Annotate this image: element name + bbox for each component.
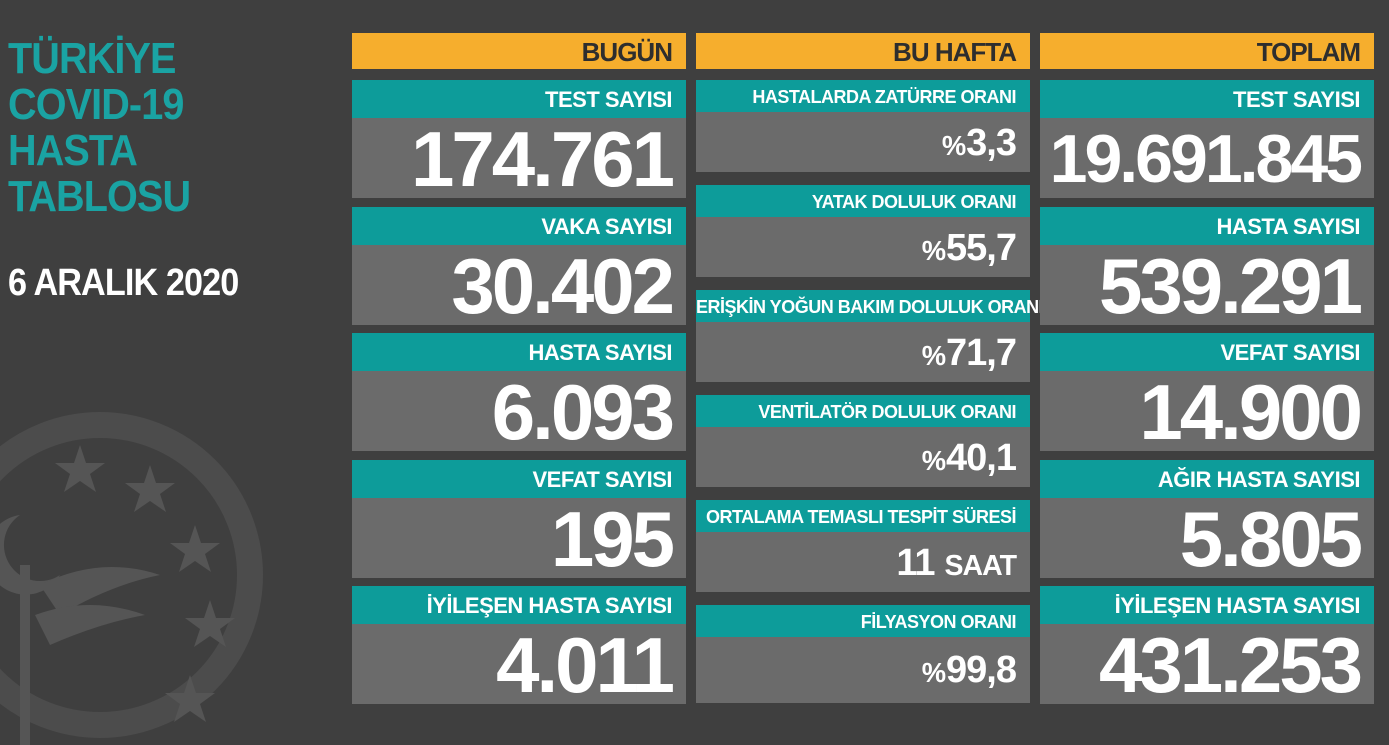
week-pneumonia-value: %3,3 <box>696 112 1030 172</box>
today-death-value: 195 <box>352 498 686 580</box>
week-card-bed: YATAK DOLULUK ORANI %55,7 <box>696 185 1030 277</box>
today-card-recovered: İYİLEŞEN HASTA SAYISI 4.011 <box>352 586 686 706</box>
today-death-label: VEFAT SAYISI <box>352 460 686 498</box>
week-column: BU HAFTA HASTALARDA ZATÜRRE ORANI %3,3 Y… <box>696 33 1044 703</box>
value-unit: SAAT <box>944 550 1017 582</box>
value-number: 99,8 <box>946 649 1017 691</box>
value-number: 55,7 <box>946 227 1017 269</box>
today-card-patient: HASTA SAYISI 6.093 <box>352 333 686 453</box>
total-card-test: TEST SAYISI 19.691.845 <box>1040 80 1374 198</box>
value-number: 11 <box>896 542 935 584</box>
value-number: 3,3 <box>966 122 1017 164</box>
total-test-value: 19.691.845 <box>1040 118 1374 198</box>
total-recovered-value: 431.253 <box>1040 624 1374 706</box>
title-line: HASTA <box>8 126 138 175</box>
total-card-recovered: İYİLEŞEN HASTA SAYISI 431.253 <box>1040 586 1374 706</box>
title-line: TÜRKİYE <box>8 34 176 83</box>
title-line: COVID-19 <box>8 80 184 129</box>
total-severe-label: AĞIR HASTA SAYISI <box>1040 460 1374 498</box>
page-title: TÜRKİYE COVID-19 HASTA TABLOSU <box>8 34 191 221</box>
today-header: BUGÜN <box>352 33 686 69</box>
percent-sign: % <box>921 445 946 476</box>
percent-sign: % <box>921 657 946 688</box>
today-test-value: 174.761 <box>352 118 686 200</box>
percent-sign: % <box>921 235 946 266</box>
week-ventilator-value: %40,1 <box>696 427 1030 487</box>
week-filiation-value: %99,8 <box>696 637 1030 703</box>
week-icu-value: %71,7 <box>696 322 1030 382</box>
total-test-label: TEST SAYISI <box>1040 80 1374 118</box>
today-case-value: 30.402 <box>352 245 686 327</box>
today-patient-value: 6.093 <box>352 371 686 453</box>
today-test-label: TEST SAYISI <box>352 80 686 118</box>
percent-sign: % <box>941 130 966 161</box>
ministry-of-health-emblem-icon <box>0 412 263 745</box>
title-line: TABLOSU <box>8 172 191 221</box>
week-bed-value: %55,7 <box>696 217 1030 277</box>
week-card-icu: ERİŞKİN YOĞUN BAKIM DOLULUK ORANI %71,7 <box>696 290 1044 382</box>
total-recovered-label: İYİLEŞEN HASTA SAYISI <box>1040 586 1374 624</box>
week-card-contact-time: ORTALAMA TEMASLI TESPİT SÜRESİ 11 SAAT <box>696 500 1030 592</box>
week-pneumonia-label: HASTALARDA ZATÜRRE ORANI <box>696 80 1030 112</box>
week-ventilator-label: VENTİLATÖR DOLULUK ORANI <box>696 395 1030 427</box>
total-card-patient: HASTA SAYISI 539.291 <box>1040 207 1374 327</box>
today-card-test: TEST SAYISI 174.761 <box>352 80 686 200</box>
week-card-pneumonia: HASTALARDA ZATÜRRE ORANI %3,3 <box>696 80 1030 174</box>
week-bed-label: YATAK DOLULUK ORANI <box>696 185 1030 217</box>
total-death-value: 14.900 <box>1040 371 1374 453</box>
total-severe-value: 5.805 <box>1040 498 1374 580</box>
total-header: TOPLAM <box>1040 33 1374 69</box>
value-number: 40,1 <box>946 437 1017 479</box>
week-icu-label: ERİŞKİN YOĞUN BAKIM DOLULUK ORANI <box>696 290 1044 322</box>
week-contact-time-label: ORTALAMA TEMASLI TESPİT SÜRESİ <box>696 500 1030 532</box>
today-case-label: VAKA SAYISI <box>352 207 686 245</box>
today-column: BUGÜN TEST SAYISI 174.761 VAKA SAYISI 30… <box>352 33 686 706</box>
week-card-ventilator: VENTİLATÖR DOLULUK ORANI %40,1 <box>696 395 1030 487</box>
week-contact-time-value: 11 SAAT <box>696 532 1030 592</box>
week-header: BU HAFTA <box>696 33 1030 69</box>
value-number: 71,7 <box>946 332 1017 374</box>
total-column: TOPLAM TEST SAYISI 19.691.845 HASTA SAYI… <box>1040 33 1374 706</box>
percent-sign: % <box>921 340 946 371</box>
total-patient-label: HASTA SAYISI <box>1040 207 1374 245</box>
report-date: 6 ARALIK 2020 <box>8 262 239 304</box>
today-recovered-label: İYİLEŞEN HASTA SAYISI <box>352 586 686 624</box>
today-card-case: VAKA SAYISI 30.402 <box>352 207 686 327</box>
week-card-filiation: FİLYASYON ORANI %99,8 <box>696 605 1030 703</box>
today-patient-label: HASTA SAYISI <box>352 333 686 371</box>
total-card-severe: AĞIR HASTA SAYISI 5.805 <box>1040 460 1374 580</box>
total-patient-value: 539.291 <box>1040 245 1374 327</box>
today-card-death: VEFAT SAYISI 195 <box>352 460 686 580</box>
total-death-label: VEFAT SAYISI <box>1040 333 1374 371</box>
week-filiation-label: FİLYASYON ORANI <box>696 605 1030 637</box>
today-recovered-value: 4.011 <box>352 624 686 706</box>
total-card-death: VEFAT SAYISI 14.900 <box>1040 333 1374 453</box>
